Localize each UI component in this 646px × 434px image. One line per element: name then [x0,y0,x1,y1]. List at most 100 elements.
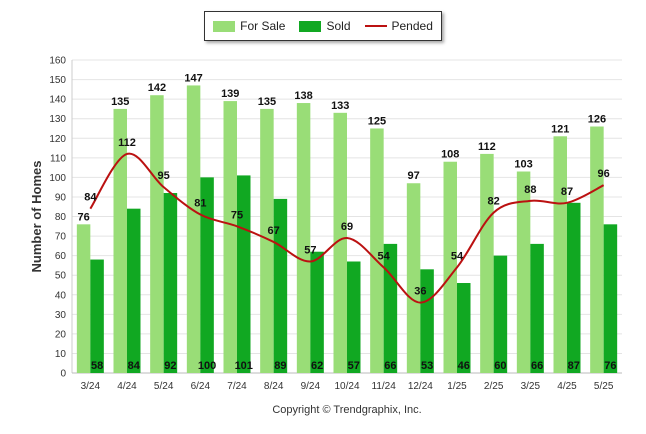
bar-for-sale [333,112,347,373]
data-label-for-sale: 108 [441,149,459,161]
data-label-sold: 89 [274,360,286,372]
data-label-for-sale: 135 [111,96,129,108]
x-tick-label: 1/25 [447,381,467,392]
data-label-for-sale: 147 [184,72,202,84]
y-tick-label: 10 [55,349,67,360]
data-label-sold: 92 [164,360,176,372]
x-tick-label: 10/24 [334,381,359,392]
x-tick-label: 11/24 [372,381,397,392]
data-label-pended: 82 [488,196,500,208]
bar-sold [347,261,361,373]
bar-sold [383,243,398,373]
data-label-sold: 84 [128,360,141,372]
bar-for-sale [480,153,494,373]
x-tick-label: 2/25 [484,381,504,392]
data-label-for-sale: 121 [551,123,569,135]
y-tick-label: 20 [55,329,67,340]
bar-for-sale [553,136,567,373]
data-label-sold: 58 [91,360,103,372]
bar-sold [603,224,618,373]
legend-item-for-sale: For Sale [213,19,285,33]
y-tick-label: 110 [50,153,66,164]
data-label-for-sale: 103 [514,159,532,171]
data-label-for-sale: 142 [148,82,166,94]
bar-for-sale [296,103,311,373]
data-label-sold: 101 [235,360,253,372]
x-tick-label: 4/24 [117,381,137,392]
data-label-pended: 57 [304,244,316,256]
bar-sold [127,208,141,373]
data-label-sold: 87 [568,360,580,372]
bar-for-sale [76,224,91,373]
data-label-pended: 36 [414,286,426,298]
data-label-sold: 46 [458,360,470,372]
y-tick-label: 120 [49,134,66,145]
y-tick-label: 30 [55,310,67,321]
bar-for-sale [260,108,274,373]
bar-for-sale [223,101,237,374]
x-tick-label: 3/25 [521,381,541,392]
bar-sold [310,251,324,373]
data-label-for-sale: 76 [77,211,89,223]
data-label-for-sale: 97 [407,170,419,182]
data-label-pended: 96 [598,168,610,180]
y-tick-label: 70 [55,232,67,243]
data-label-sold: 62 [311,360,323,372]
y-axis-title: Number of Homes [29,161,44,273]
bar-for-sale [113,108,127,373]
bar-sold [163,193,178,373]
bar-for-sale [516,171,531,373]
data-label-pended: 112 [118,137,136,149]
data-label-pended: 75 [231,209,243,221]
bar-for-sale [186,85,201,374]
legend-item-pended: Pended [364,19,433,33]
legend-item-sold: Sold [299,19,351,33]
y-tick-label: 140 [49,95,66,106]
pended-swatch-icon [364,25,387,27]
line-pended [89,152,605,304]
bar-for-sale [370,128,384,373]
data-label-for-sale: 126 [588,114,606,126]
data-label-sold: 76 [604,360,616,372]
bar-for-sale [443,161,457,373]
y-tick-label: 60 [55,251,67,262]
y-tick-label: 90 [55,192,67,203]
y-tick-label: 80 [55,212,67,223]
data-label-pended: 54 [451,250,464,262]
data-label-for-sale: 135 [258,96,276,108]
y-tick-label: 100 [49,173,66,184]
bar-for-sale [590,126,604,373]
data-label-for-sale: 112 [478,141,496,153]
y-tick-label: 150 [49,75,66,86]
bar-sold [200,177,214,373]
x-tick-label: 12/24 [408,381,433,392]
data-label-sold: 66 [384,360,396,372]
data-label-pended: 54 [378,250,391,262]
data-label-pended: 95 [158,170,170,182]
y-tick-label: 130 [49,114,66,125]
legend-label-sold: Sold [326,19,351,33]
y-tick-label: 160 [49,56,66,67]
data-label-for-sale: 125 [368,115,386,127]
for-sale-swatch-icon [213,20,236,32]
data-label-pended: 88 [524,184,536,196]
x-tick-label: 6/24 [191,381,211,392]
bar-for-sale [150,95,164,374]
y-tick-label: 50 [55,271,67,282]
bar-sold [530,243,544,373]
data-label-pended: 67 [268,225,280,237]
legend: For Sale Sold Pended [204,11,442,41]
x-tick-label: 5/24 [154,381,174,392]
bar-for-sale [406,183,421,373]
data-label-sold: 57 [348,360,360,372]
data-label-pended: 81 [194,198,206,210]
bar-sold [90,259,104,373]
x-tick-label: 8/24 [264,381,284,392]
y-tick-label: 0 [60,369,66,380]
copyright-footer: Copyright © Trendgraphix, Inc. [272,404,421,416]
x-tick-label: 5/25 [594,381,614,392]
bar-sold [273,198,288,373]
x-tick-label: 7/24 [227,381,247,392]
